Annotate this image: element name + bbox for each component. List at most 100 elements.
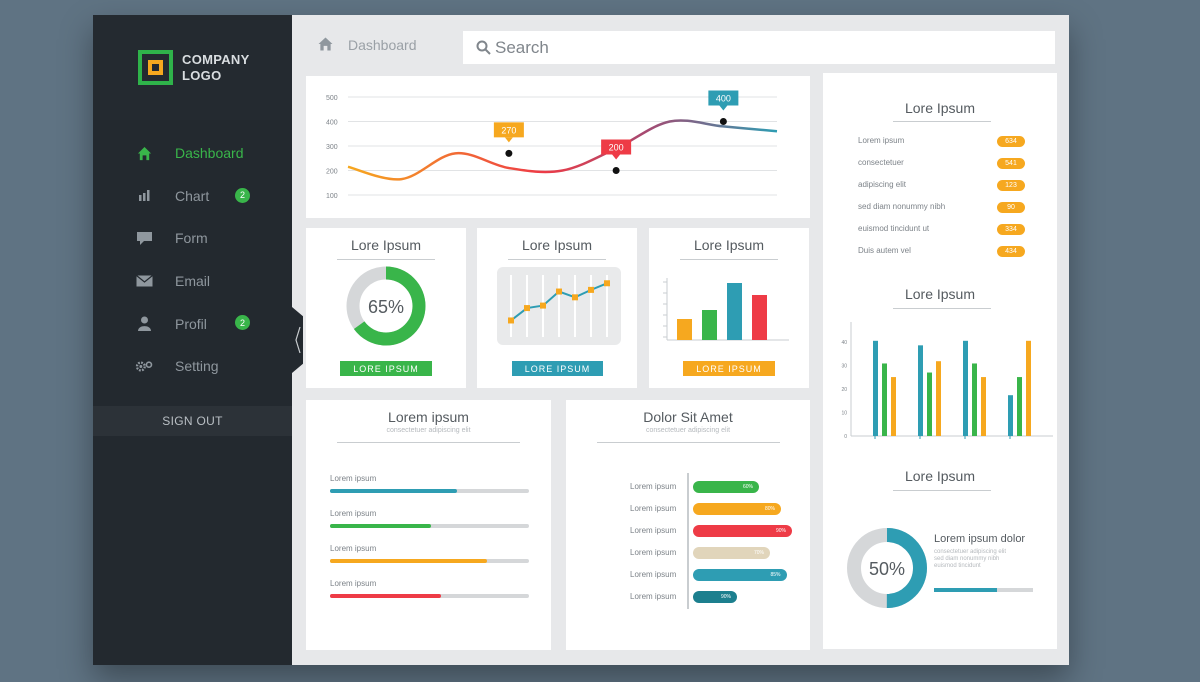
sidebar-item-form[interactable]: Form bbox=[93, 217, 292, 260]
lore-ipsum-button[interactable]: LORE IPSUM bbox=[683, 361, 775, 376]
title-divider bbox=[680, 259, 778, 260]
progress-fill bbox=[330, 524, 432, 528]
callout-label: 400 bbox=[716, 94, 731, 104]
home-icon[interactable] bbox=[318, 37, 333, 51]
sidebar-item-label: Form bbox=[175, 230, 208, 247]
data-point[interactable] bbox=[612, 167, 620, 174]
title-divider bbox=[508, 259, 606, 260]
sidebar-item-dashboard[interactable]: Dashboard bbox=[93, 132, 292, 175]
search-placeholder: Search bbox=[495, 37, 549, 57]
data-point[interactable] bbox=[505, 149, 513, 157]
title-divider bbox=[596, 442, 780, 443]
grouped-bar[interactable] bbox=[1026, 340, 1031, 436]
bar-chart bbox=[663, 278, 789, 341]
sparkline-point bbox=[524, 305, 530, 312]
donut-value-label: 65% bbox=[368, 297, 404, 317]
donut-value-arc bbox=[346, 266, 426, 346]
grouped-bar[interactable] bbox=[891, 377, 896, 436]
donut-chart: 65% bbox=[346, 266, 426, 346]
sparkline-point bbox=[588, 286, 594, 293]
donut-description: consectetuer adipiscing elit sed diam no… bbox=[934, 549, 1006, 570]
list-title: Lore Ipsum bbox=[904, 100, 976, 116]
grouped-bar[interactable] bbox=[981, 377, 986, 436]
bar-chart-card: Lore Ipsum LORE IPSUM bbox=[649, 228, 809, 388]
hbar: 60% bbox=[693, 481, 759, 493]
y-tick-label: 200 bbox=[326, 169, 338, 176]
sidebar-item-label: Dashboard bbox=[175, 145, 244, 162]
bar-label: Lorem ipsum bbox=[630, 504, 677, 513]
search-icon bbox=[476, 40, 491, 55]
bar[interactable] bbox=[727, 283, 742, 340]
card-subtitle: consectetuer adipiscing elit bbox=[645, 427, 731, 434]
lore-ipsum-button[interactable]: LORE IPSUM bbox=[340, 361, 432, 376]
hbar: 70% bbox=[693, 547, 770, 559]
y-tick-label: 10 bbox=[841, 411, 847, 417]
grouped-bar[interactable] bbox=[873, 340, 878, 436]
y-tick-label: 500 bbox=[326, 95, 338, 102]
y-tick-label: 100 bbox=[326, 193, 338, 200]
breadcrumb[interactable]: Dashboard bbox=[348, 37, 417, 53]
grouped-bar[interactable] bbox=[918, 345, 923, 436]
company-logo[interactable]: COMPANY LOGO bbox=[93, 15, 292, 120]
value-callout: 400 bbox=[708, 90, 739, 111]
hbar: 90% bbox=[693, 525, 792, 537]
sparkline-point bbox=[604, 280, 610, 287]
data-point[interactable] bbox=[719, 118, 727, 125]
list-item-value-badge: 434 bbox=[997, 246, 1025, 257]
donut-progress-bar bbox=[934, 588, 1033, 592]
grouped-bar[interactable] bbox=[927, 372, 932, 436]
bar[interactable] bbox=[702, 310, 717, 340]
list-item-value-badge: 541 bbox=[997, 158, 1025, 169]
progress-card: Lorem ipsum consectetuer adipiscing elit… bbox=[306, 400, 551, 650]
horizontal-bar-card: Dolor Sit Amet consectetuer adipiscing e… bbox=[566, 400, 810, 650]
card-subtitle: consectetuer adipiscing elit bbox=[386, 427, 471, 434]
callout-label: 270 bbox=[501, 125, 516, 135]
sidebar-item-setting[interactable]: Setting bbox=[93, 345, 292, 388]
grouped-bar[interactable] bbox=[1017, 377, 1022, 436]
lore-ipsum-button[interactable]: LORE IPSUM bbox=[512, 361, 603, 376]
envelope-icon bbox=[135, 272, 153, 290]
sparkline-chart bbox=[497, 267, 621, 345]
grouped-bar[interactable] bbox=[1008, 395, 1013, 436]
card-title: Lore Ipsum bbox=[521, 237, 593, 253]
axis-line bbox=[687, 473, 689, 609]
sidebar-item-label: Setting bbox=[175, 358, 219, 375]
chevron-left-icon bbox=[294, 326, 301, 354]
line-chart: 500 400 300 200 100 270 200 400 bbox=[326, 90, 778, 200]
grouped-bar-chart: 40 30 20 10 0 bbox=[841, 322, 1053, 440]
card-title: Lore Ipsum bbox=[350, 237, 422, 253]
sparkline-point bbox=[556, 288, 562, 295]
title-divider bbox=[337, 259, 435, 260]
grouped-bar[interactable] bbox=[972, 363, 977, 436]
title-divider bbox=[893, 490, 991, 491]
sidebar-item-chart[interactable]: Chart 2 bbox=[93, 175, 292, 218]
hbar: 80% bbox=[693, 503, 781, 515]
sidebar-item-email[interactable]: Email bbox=[93, 260, 292, 303]
hbar: 85% bbox=[693, 569, 787, 581]
app-window: COMPANY LOGO Dashboard Chart 2 Form Emai… bbox=[93, 15, 1069, 665]
sidebar-item-profil[interactable]: Profil 2 bbox=[93, 302, 292, 345]
notification-badge: 2 bbox=[235, 315, 250, 331]
progress-bar bbox=[330, 559, 529, 563]
grouped-bar[interactable] bbox=[936, 361, 941, 436]
progress-label: Lorem ipsum bbox=[330, 544, 377, 553]
sidebar-item-label: Chart bbox=[175, 187, 210, 204]
bar[interactable] bbox=[677, 319, 692, 340]
progress-fill bbox=[330, 559, 488, 563]
progress-bar bbox=[330, 524, 529, 528]
sparkline-point bbox=[572, 294, 578, 301]
title-divider bbox=[893, 308, 991, 309]
sign-out-button[interactable]: SIGN OUT bbox=[93, 406, 292, 436]
grouped-bar[interactable] bbox=[882, 363, 887, 436]
sidebar-collapse-toggle[interactable] bbox=[292, 307, 303, 373]
bar[interactable] bbox=[752, 295, 767, 340]
list-item-value-badge: 634 bbox=[997, 136, 1025, 147]
gear-icon bbox=[135, 357, 153, 375]
list-item-value-badge: 123 bbox=[997, 180, 1025, 191]
search-input[interactable]: Search bbox=[463, 31, 1055, 64]
logo-line-2: LOGO bbox=[182, 67, 222, 83]
list-item-label: Duis autem vel bbox=[858, 246, 911, 255]
sparkline-point bbox=[508, 317, 514, 324]
description-line: sed diam nonummy nibh bbox=[934, 556, 1000, 562]
grouped-bar[interactable] bbox=[963, 340, 968, 436]
